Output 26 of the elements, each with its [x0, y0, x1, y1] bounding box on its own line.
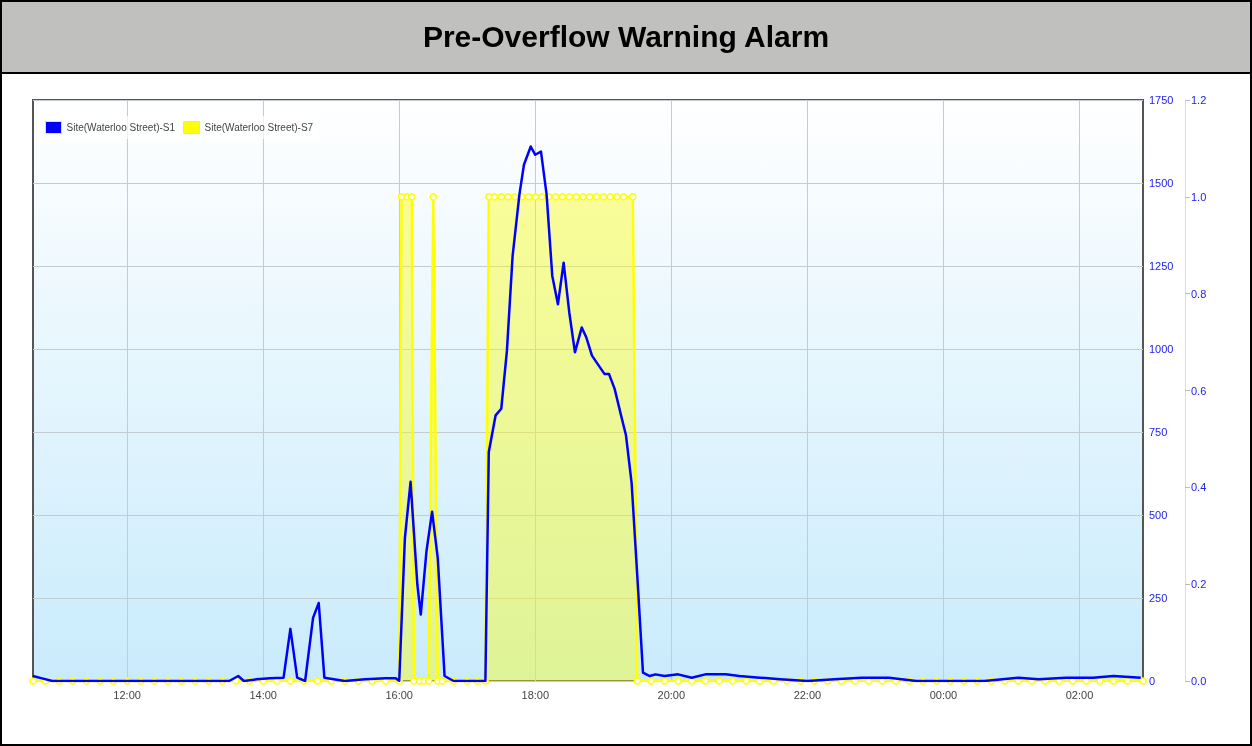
y-tick-label: 1750 — [1149, 94, 1174, 106]
x-tick-label: 14:00 — [249, 688, 277, 701]
y2-tick-label: 0.6 — [1191, 384, 1207, 397]
y2-tick-label: 0.2 — [1191, 578, 1207, 591]
x-tick-label: 00:00 — [929, 688, 958, 701]
x-tick-label: 18:00 — [521, 688, 550, 701]
y-tick-label: 250 — [1149, 592, 1168, 604]
chart-title: Pre-Overflow Warning Alarm — [2, 2, 1250, 74]
x-tick-label: 20:00 — [657, 688, 686, 701]
y-tick-label: 1250 — [1149, 260, 1174, 272]
y2-tick-label: 1.2 — [1191, 94, 1207, 106]
y-tick-label: 500 — [1149, 509, 1168, 521]
y2-tick-label: 0.8 — [1191, 287, 1207, 300]
y2-tick-label: 0.4 — [1191, 481, 1207, 494]
y-tick-label: 1500 — [1149, 177, 1174, 189]
x-tick-label: 02:00 — [1065, 688, 1094, 701]
y-tick-label: 0 — [1149, 675, 1156, 687]
x-tick-label: 22:00 — [793, 688, 822, 701]
y2-tick-label: 0.0 — [1191, 675, 1207, 687]
x-tick-label: 12:00 — [113, 688, 141, 701]
y-tick-label: 1000 — [1149, 343, 1174, 355]
y-tick-label: 750 — [1149, 426, 1168, 438]
legend-label: Site(Waterloo Street)-S1 — [66, 122, 176, 133]
legend-label: Site(Waterloo Street)-S7 — [204, 122, 314, 133]
y2-tick-label: 1.0 — [1191, 190, 1207, 203]
x-tick-label: 16:00 — [385, 688, 413, 701]
